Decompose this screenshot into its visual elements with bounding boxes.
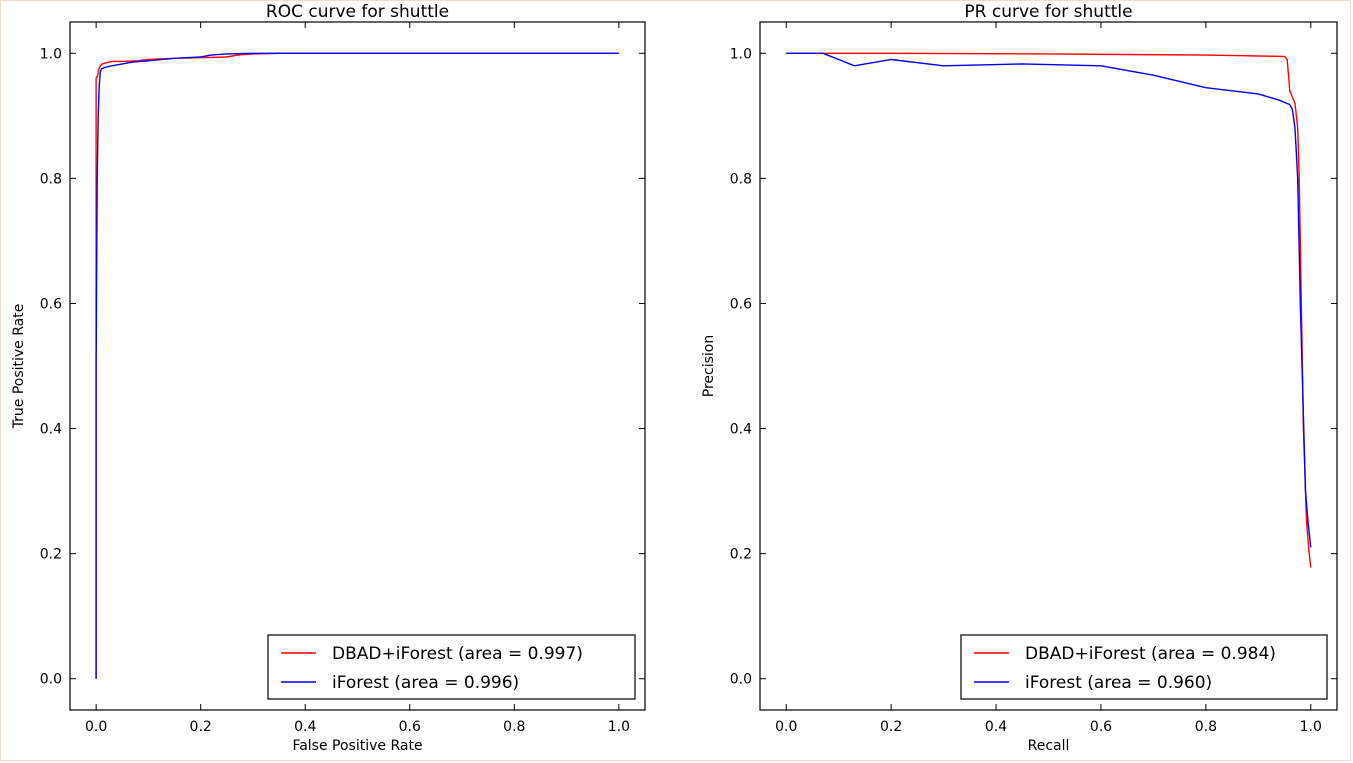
legend-label: iForest (area = 0.996) — [332, 673, 519, 693]
chart-title: PR curve for shuttle — [964, 2, 1132, 22]
x-tick-label: 0.4 — [985, 719, 1007, 735]
y-tick-label: 0.8 — [730, 171, 752, 187]
x-axis-title: False Positive Rate — [292, 738, 422, 754]
chart-panel-1: ROC curve for shuttle 0.0 0.2 0.4 0.6 0.8 1.0 0… — [11, 2, 646, 754]
x-tick-label: 0.8 — [1195, 719, 1217, 735]
y-tick-label: 1.0 — [730, 46, 752, 62]
legend: DBAD+iForest (area = 0.997) iForest (area… — [267, 634, 636, 700]
x-tick-label: 0.8 — [503, 719, 525, 735]
legend-box — [267, 634, 636, 700]
series-line-blue — [95, 52, 619, 679]
x-tick-label: 1.0 — [608, 719, 630, 735]
y-tick-label: 0.6 — [40, 296, 62, 312]
y-tick-label: 0.8 — [40, 171, 62, 187]
x-tick-label: 0.6 — [399, 719, 421, 735]
legend-box — [960, 634, 1328, 700]
x-tick-label: 0.2 — [190, 719, 212, 735]
series-line-red — [95, 52, 619, 679]
y-tick-label: 1.0 — [40, 46, 62, 62]
x-axis-title: Recall — [1028, 738, 1070, 754]
y-tick-label: 0.2 — [40, 547, 62, 563]
x-tick-label: 0.0 — [775, 719, 797, 735]
chart-panel-2: PR curve for shuttle 0.0 0.2 0.4 0.6 0.8 1.0 0.… — [701, 2, 1338, 754]
y-tick-label: 0.4 — [40, 422, 62, 438]
legend-label: iForest (area = 0.960) — [1025, 673, 1212, 693]
axes-frame — [69, 21, 646, 711]
y-tick-label: 0.0 — [40, 672, 62, 688]
y-tick-label: 0.0 — [730, 672, 752, 688]
axes-frame — [759, 21, 1338, 711]
y-tick-label: 0.2 — [730, 547, 752, 563]
series-line-red — [786, 52, 1312, 568]
legend: DBAD+iForest (area = 0.984) iForest (area… — [960, 634, 1328, 700]
legend-label: DBAD+iForest (area = 0.984) — [1025, 644, 1276, 664]
x-tick-label: 1.0 — [1300, 719, 1322, 735]
y-axis-title: Precision — [701, 335, 717, 397]
x-tick-label: 0.4 — [294, 719, 316, 735]
series-line-blue — [786, 52, 1312, 548]
chart-title: ROC curve for shuttle — [266, 2, 449, 22]
x-tick-label: 0.6 — [1090, 719, 1112, 735]
x-tick-label: 0.2 — [880, 719, 902, 735]
x-tick-label: 0.0 — [85, 719, 107, 735]
legend-label: DBAD+iForest (area = 0.997) — [332, 644, 583, 664]
y-axis-title: True Positive Rate — [11, 304, 27, 430]
y-tick-label: 0.4 — [730, 422, 752, 438]
y-tick-label: 0.6 — [730, 296, 752, 312]
